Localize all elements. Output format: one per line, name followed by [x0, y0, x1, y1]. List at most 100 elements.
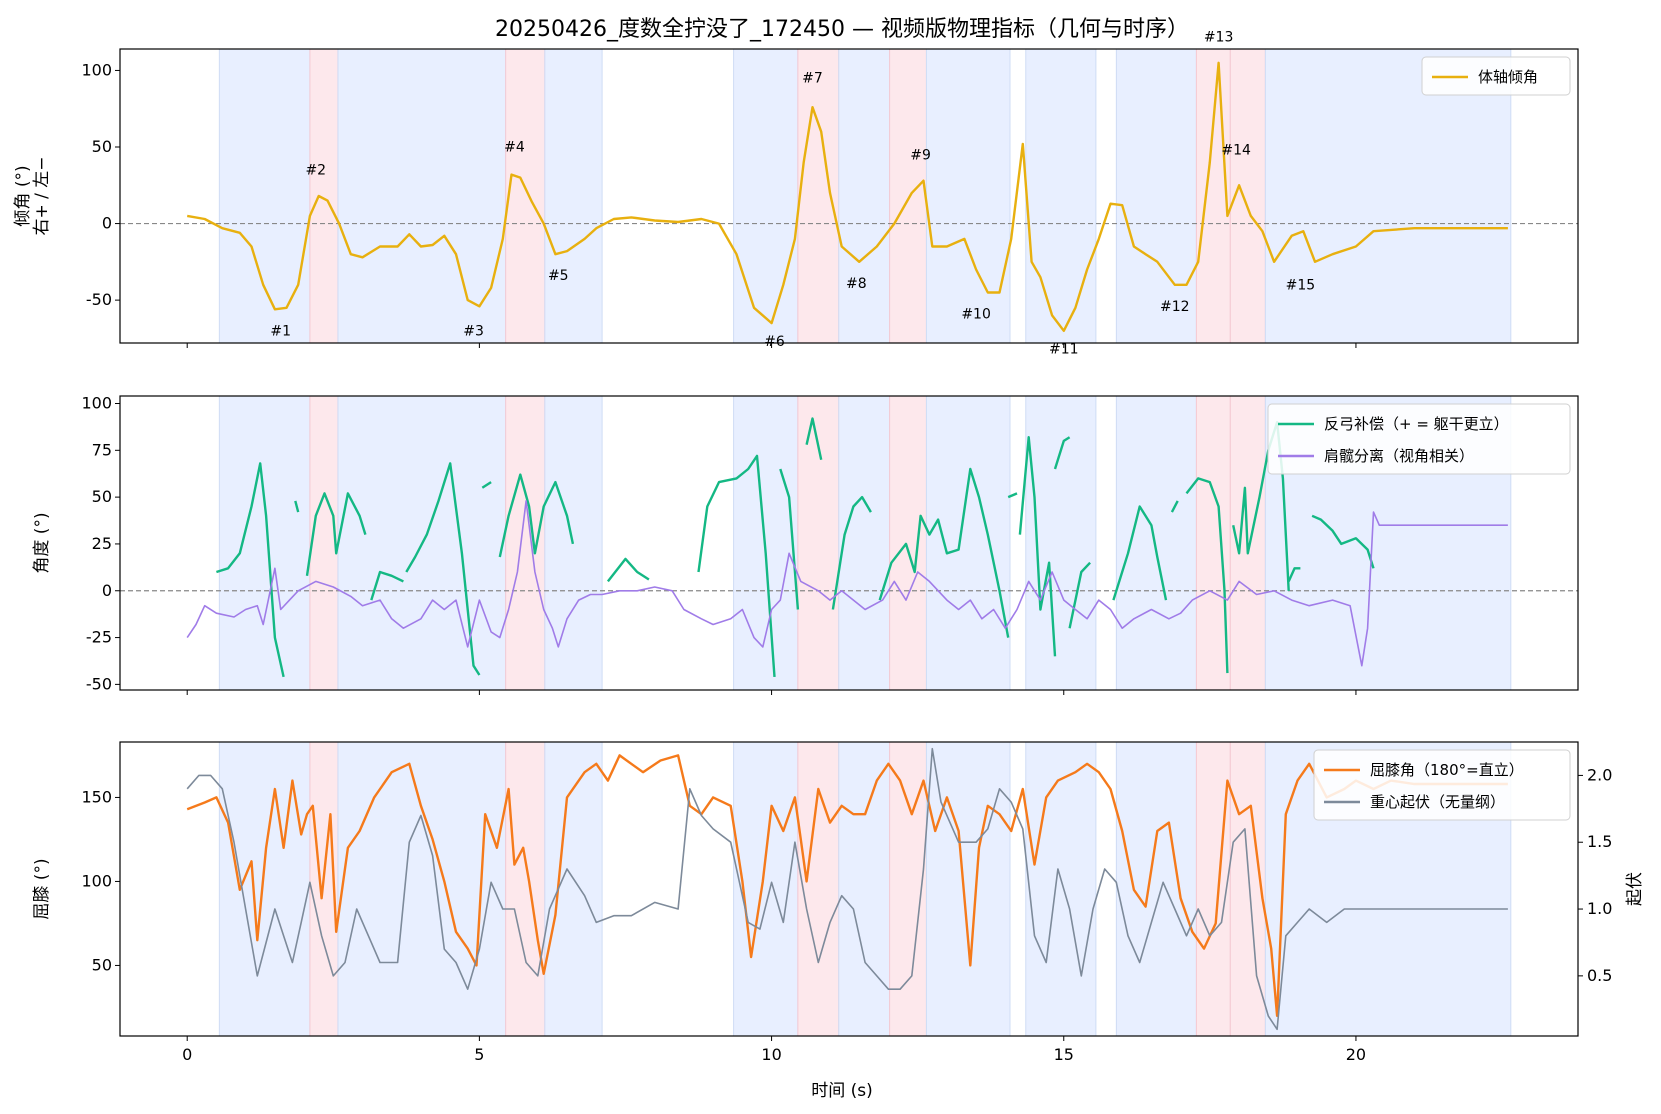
- axes-frame: [119, 741, 1579, 1037]
- red-phase-band: [505, 49, 546, 343]
- cycle-annotation: #15: [1286, 277, 1316, 293]
- cycle-annotation: #13: [1204, 29, 1234, 45]
- y-tick-label: -50: [86, 290, 112, 309]
- legend-entry: 重心起伏（无量纲）: [1370, 793, 1505, 811]
- red-phase-band: [505, 396, 546, 690]
- series-line-backbend: [1007, 492, 1018, 499]
- y-tick-label: 75: [92, 440, 112, 459]
- blue-phase-band: [218, 49, 311, 343]
- y-axis-label: 屈膝 (°): [32, 858, 52, 919]
- blue-phase-band: [544, 742, 603, 1036]
- cycle-annotation: #11: [1049, 342, 1079, 358]
- series-line-knee: [186, 754, 1508, 1017]
- y-tick-label: 25: [92, 534, 112, 553]
- y2-axis-label: 起伏: [1625, 872, 1645, 906]
- blue-phase-band: [925, 49, 1011, 343]
- series-line-com: [186, 747, 1508, 1031]
- red-phase-band: [797, 396, 840, 690]
- plot-area: [186, 742, 1512, 1036]
- y-axis-label: 角度 (°): [32, 512, 52, 573]
- cycle-annotation: #1: [270, 323, 291, 339]
- blue-phase-band: [1115, 742, 1197, 1036]
- blue-phase-band: [733, 49, 799, 343]
- chart-title: 20250426_度数全拧没了_172450 — 视频版物理指标（几何与时序）: [495, 17, 1189, 42]
- legend-box: [1313, 749, 1571, 821]
- series-line-backbend: [1185, 477, 1229, 674]
- legend-entry: 反弓补偿（+ = 躯干更立）: [1324, 415, 1509, 433]
- red-phase-band: [309, 49, 339, 343]
- y-tick-label: 100: [81, 393, 112, 412]
- red-phase-band: [889, 396, 927, 690]
- series-line-backbend: [481, 481, 492, 489]
- series-line-backbend: [498, 473, 575, 558]
- cycle-annotation: #7: [802, 71, 823, 87]
- blue-phase-band: [1264, 49, 1512, 343]
- series-line-backbend: [216, 462, 285, 678]
- series-line-backbend: [805, 417, 823, 460]
- y-axis-label-sub: 右+ / 左−: [32, 156, 52, 235]
- cycle-annotation: #3: [463, 323, 484, 339]
- blue-phase-band: [838, 742, 891, 1036]
- tilt-panel: 100 50 0 -50 倾角 (°) 右+ / 左− #1 #2 #3 #4 #5 #6 #7 #8 #9…: [13, 29, 1579, 358]
- red-phase-band: [1195, 742, 1231, 1036]
- cycle-annotation: #6: [764, 334, 785, 350]
- series-line-backbend: [1068, 561, 1091, 629]
- cycle-annotation: #9: [910, 147, 931, 163]
- series-line-backbend: [1311, 514, 1375, 569]
- axes-frame: [119, 395, 1579, 691]
- x-tick-label: 15: [1054, 1045, 1074, 1064]
- series-line-backbend: [831, 495, 872, 610]
- red-phase-band: [505, 742, 546, 1036]
- cycle-annotation: #4: [504, 140, 525, 156]
- blue-phase-band: [1115, 396, 1197, 690]
- legend-entry: 屈膝角（180°=直立）: [1370, 761, 1524, 779]
- x-tick-label: 20: [1346, 1045, 1366, 1064]
- series-line-backbend: [1112, 505, 1168, 601]
- angle-panel: 100 75 50 25 0 -25 -50 角度 (°) 反弓补偿（+ = 躯干更立） 肩髋分离…: [32, 393, 1579, 695]
- cycle-annotation: #2: [305, 163, 326, 179]
- x-tick-label: 0: [182, 1045, 192, 1064]
- series-line-backbend: [370, 570, 404, 601]
- legend: 体轴倾角: [1421, 56, 1571, 96]
- y2-tick-label: 1.0: [1587, 899, 1612, 918]
- blue-phase-band: [544, 49, 603, 343]
- series-line-hip_shoulder: [186, 500, 1508, 667]
- series-line-backbend: [1170, 500, 1179, 513]
- y-tick-label: 0: [102, 581, 112, 600]
- y-tick-label: 50: [92, 955, 112, 974]
- legend-entry: 体轴倾角: [1478, 68, 1538, 86]
- red-phase-band: [797, 49, 840, 343]
- series-line-tilt: [186, 61, 1508, 332]
- y2-tick-label: 1.5: [1587, 832, 1612, 851]
- x-tick-label: 10: [761, 1045, 781, 1064]
- y-axis-label: 倾角 (°): [13, 165, 33, 226]
- series-line-backbend: [305, 492, 367, 576]
- y2-tick-label: 2.0: [1587, 765, 1612, 784]
- legend-box: [1421, 56, 1571, 96]
- series-line-backbend: [697, 454, 776, 677]
- cycle-annotation: #5: [548, 268, 569, 284]
- series-line-backbend: [878, 467, 1010, 638]
- blue-phase-band: [925, 742, 1011, 1036]
- legend-box: [1267, 403, 1571, 475]
- blue-phase-band: [1025, 49, 1097, 343]
- blue-phase-band: [218, 742, 311, 1036]
- blue-phase-band: [1115, 49, 1197, 343]
- y-tick-label: 150: [81, 787, 112, 806]
- series-line-backbend: [779, 468, 800, 610]
- y-tick-label: -50: [86, 674, 112, 693]
- knee-panel: 150 100 50 2.0 1.5 1.0 0.5 0 5 10 15 20 屈膝 (°) 起伏 屈膝角（…: [32, 741, 1645, 1064]
- blue-phase-band: [925, 396, 1011, 690]
- y-tick-label: -25: [86, 628, 112, 647]
- cycle-annotation: #8: [846, 276, 867, 292]
- x-tick-label: 5: [474, 1045, 484, 1064]
- blue-phase-band: [218, 396, 311, 690]
- red-phase-band: [797, 742, 840, 1036]
- legend: 屈膝角（180°=直立） 重心起伏（无量纲）: [1313, 749, 1571, 821]
- series-line-backbend: [1053, 436, 1071, 470]
- cycle-annotation: #10: [961, 307, 991, 323]
- blue-phase-band: [337, 49, 507, 343]
- legend-entry: 肩髋分离（视角相关）: [1324, 447, 1474, 465]
- series-line-backbend: [294, 500, 300, 513]
- legend: 反弓补偿（+ = 躯干更立） 肩髋分离（视角相关）: [1267, 403, 1571, 475]
